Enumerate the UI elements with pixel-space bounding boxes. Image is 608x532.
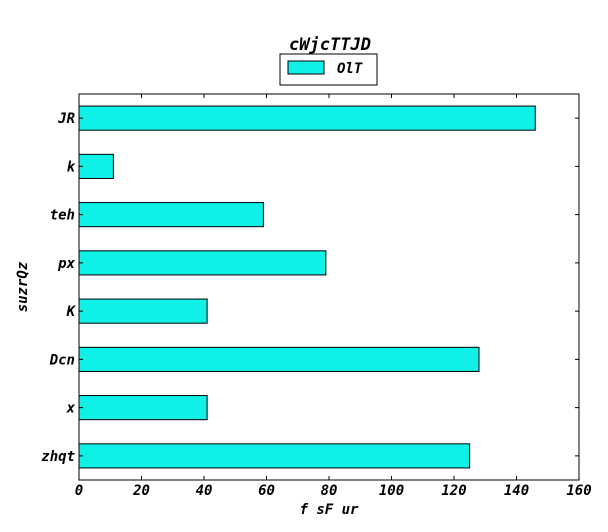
x-tick-label: 60 (258, 483, 275, 499)
bars-group (78, 105, 536, 469)
legend-swatch (287, 60, 325, 75)
y-tick-label: zhqt (41, 449, 75, 465)
x-tick-label: 80 (321, 483, 338, 499)
y-tick-label: x (66, 401, 76, 417)
y-tick-label: teh (50, 208, 75, 224)
y-tick-label: K (66, 304, 77, 320)
bar-teh (78, 202, 264, 228)
x-tick-label: 0 (75, 483, 83, 499)
x-tick-label: 120 (441, 483, 466, 499)
bar-zhqt (78, 443, 471, 469)
x-axis-label: f sF ur (299, 502, 359, 518)
y-axis-ticks: zhqt x Dcn Kpx teh k JR (41, 111, 579, 465)
x-tick-label: 100 (379, 483, 404, 499)
legend-label: OlT (337, 61, 363, 77)
y-tick-label: k (67, 159, 76, 175)
x-tick-label: 40 (196, 483, 213, 499)
x-tick-label: 160 (566, 483, 591, 499)
y-tick-label: JR (57, 111, 75, 127)
y-tick-label: Dcn (49, 352, 75, 368)
bar-K (78, 298, 208, 324)
y-tick-label: px (57, 256, 75, 272)
x-tick-label: 140 (504, 483, 529, 499)
legend: OlT (279, 53, 378, 86)
plot-frame (78, 93, 580, 481)
y-axis-label: suzrQz (15, 261, 31, 312)
x-axis-ticks: 0 20 40 60 80 100 120 140 160 (75, 94, 592, 499)
bar-k (78, 153, 114, 179)
bar-x (78, 395, 208, 421)
bar-JR (78, 105, 536, 131)
chart-title: cWjcTTJD (289, 35, 371, 55)
bar-px (78, 250, 327, 276)
bar-Dcn (78, 346, 480, 372)
x-tick-label: 20 (132, 483, 150, 499)
